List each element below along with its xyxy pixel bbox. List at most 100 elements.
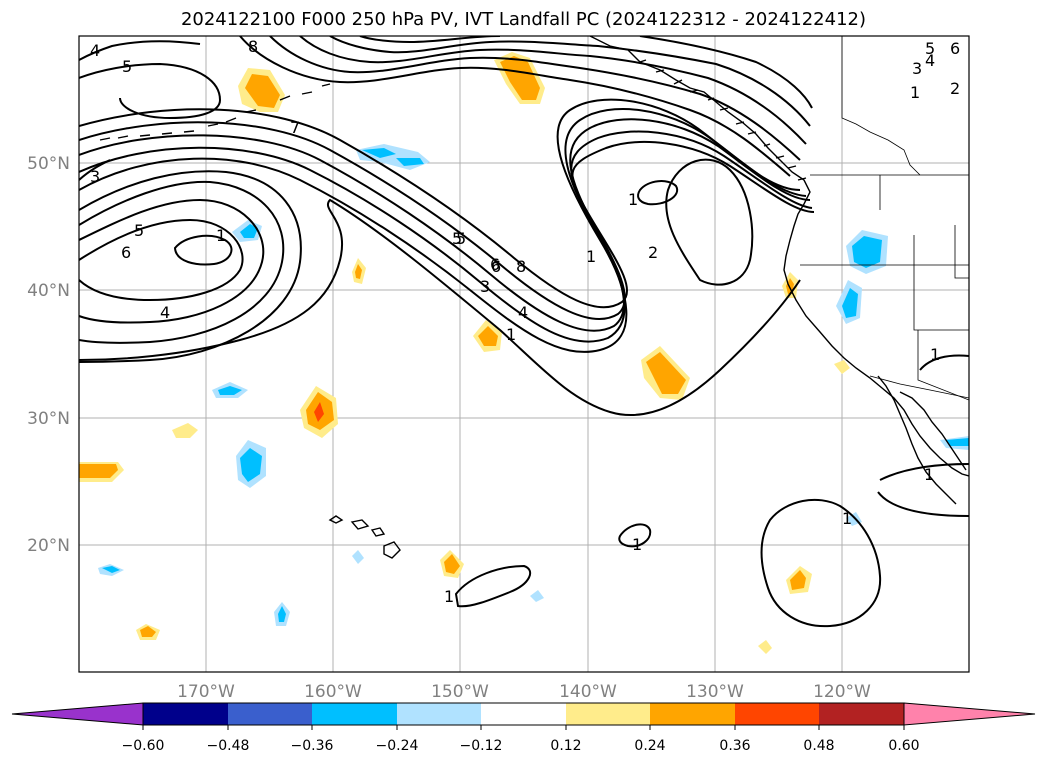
contour-label: 6 xyxy=(121,243,131,262)
contour-label: 1 xyxy=(628,190,638,209)
coastline-north-america xyxy=(589,36,969,477)
pv-contour xyxy=(618,523,652,548)
ivt-positive-area xyxy=(834,360,850,374)
island-hawaii-3 xyxy=(370,527,386,537)
pv-contour xyxy=(79,121,813,320)
ivt-positive-area xyxy=(758,640,772,654)
colorbar-tick-label: 0.12 xyxy=(550,738,581,754)
pv-contour xyxy=(299,36,807,145)
colorbar-tick-label: 0.60 xyxy=(888,738,919,754)
ivt-positive-area xyxy=(314,402,324,422)
contour-label: 3 xyxy=(480,277,490,296)
colorbar-frame xyxy=(142,702,905,726)
ivt-negative-area xyxy=(240,224,258,238)
ivt-negative-area xyxy=(240,448,262,482)
contour-label: 1 xyxy=(586,247,596,266)
colorbar-extend-high xyxy=(903,702,1036,726)
ivt-shading xyxy=(79,52,969,654)
lon-label: 170°W xyxy=(177,682,235,702)
pv-contour xyxy=(79,108,807,343)
ivt-negative-area xyxy=(530,590,544,602)
colorbar-segment xyxy=(481,703,566,725)
contour-label: 1 xyxy=(444,587,454,606)
ivt-negative-area xyxy=(396,158,424,166)
pv-contour xyxy=(79,108,815,309)
ivt-positive-area xyxy=(444,554,460,574)
pv-contour xyxy=(329,36,811,127)
contour-label: 5 xyxy=(456,229,466,248)
border-us-mexico xyxy=(869,375,969,399)
contour-label: 6 xyxy=(491,257,501,276)
pv-contour xyxy=(173,234,233,266)
ivt-negative-area xyxy=(102,566,120,573)
pv-contour xyxy=(79,180,285,344)
island-hawaii-4 xyxy=(383,541,401,559)
contour-label: 4 xyxy=(518,303,528,322)
pv-contour xyxy=(454,564,532,608)
island-hawaii-1 xyxy=(328,515,344,524)
coastline-baja xyxy=(877,375,957,505)
pv-contour xyxy=(877,463,969,517)
pv-contour xyxy=(919,354,969,371)
pv-contour xyxy=(79,98,801,353)
pv-contour xyxy=(79,218,244,302)
ivt-positive-area xyxy=(355,264,362,279)
ivt-negative-area xyxy=(946,438,969,446)
contour-label: 5 xyxy=(452,229,462,248)
contour-label: 4 xyxy=(160,303,170,322)
map-frame xyxy=(78,35,970,673)
pv-contour xyxy=(79,159,111,181)
colorbar-tick-label: −0.48 xyxy=(207,738,250,754)
pv-contours xyxy=(79,36,969,628)
pv-contour xyxy=(359,36,813,109)
contour-label: 8 xyxy=(516,257,526,276)
colorbar-segment xyxy=(650,703,735,725)
ivt-negative-area xyxy=(218,386,242,395)
pv-contour xyxy=(79,198,265,324)
ivt-negative-area xyxy=(278,606,286,622)
colorbar: −0.60 −0.48 −0.36 −0.24 −0.12 0.12 0.24 … xyxy=(11,702,1036,754)
pv-contour xyxy=(79,118,811,332)
ivt-positive-area xyxy=(478,326,498,346)
colorbar-ticks xyxy=(142,725,905,730)
contour-label: 6 xyxy=(950,39,960,58)
pv-contour xyxy=(79,170,302,363)
ivt-positive-area xyxy=(140,626,156,637)
ivt-negative-area xyxy=(842,288,858,318)
colorbar-tick-label: −0.36 xyxy=(291,738,334,754)
contour-label: 2 xyxy=(648,243,658,262)
contour-label: 4 xyxy=(925,51,935,70)
colorbar-segment xyxy=(735,703,819,725)
ivt-positive-area xyxy=(245,74,280,108)
longitude-labels: 170°W 160°W 150°W 140°W 130°W 120°W xyxy=(177,682,871,702)
lon-label: 160°W xyxy=(304,682,362,702)
ivt-negative-area xyxy=(352,550,364,564)
contour-label: 1 xyxy=(216,226,226,245)
contour-label: 1 xyxy=(632,535,642,554)
pv-contour xyxy=(79,198,801,416)
ivt-negative-area xyxy=(362,148,396,158)
island-hawaii-2 xyxy=(350,519,370,530)
lat-label: 40°N xyxy=(27,281,70,301)
lat-label: 20°N xyxy=(27,536,70,556)
colorbar-tick-label: −0.24 xyxy=(376,738,419,754)
contour-label: 3 xyxy=(912,59,922,78)
latitude-labels: 20°N 30°N 40°N 50°N xyxy=(27,154,70,556)
map-background xyxy=(79,36,969,672)
colorbar-segment xyxy=(819,703,904,725)
map-title: 2024122100 F000 250 hPa PV, IVT Landfall… xyxy=(180,9,867,30)
contour-label: 1 xyxy=(910,83,920,102)
pv-contour xyxy=(79,40,222,120)
contour-label: 5 xyxy=(134,221,144,240)
contour-label: 6 xyxy=(490,255,500,274)
contour-label: 3 xyxy=(90,167,100,186)
contour-label: 5 xyxy=(122,57,132,76)
colorbar-segment xyxy=(228,703,312,725)
colorbar-segment xyxy=(143,703,228,725)
lat-label: 30°N xyxy=(27,409,70,429)
contour-label: 1 xyxy=(506,325,516,344)
pv-contour xyxy=(665,158,754,286)
border-alaska-canada xyxy=(841,36,921,176)
lat-label: 50°N xyxy=(27,154,70,174)
